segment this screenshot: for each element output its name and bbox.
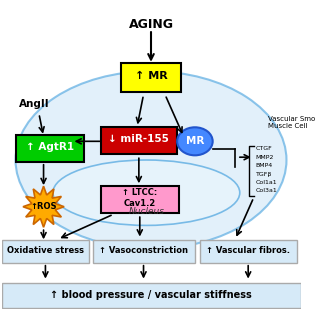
FancyBboxPatch shape	[16, 135, 84, 162]
Text: ↑ MR: ↑ MR	[135, 71, 167, 81]
Text: MR: MR	[186, 136, 204, 146]
Text: ↑ blood pressure / vascular stiffness: ↑ blood pressure / vascular stiffness	[50, 290, 252, 300]
FancyBboxPatch shape	[100, 127, 177, 154]
Ellipse shape	[16, 71, 286, 249]
Text: TGFβ: TGFβ	[256, 172, 272, 177]
Polygon shape	[23, 186, 64, 227]
Ellipse shape	[53, 160, 240, 225]
Text: ↑ AgtR1: ↑ AgtR1	[26, 142, 74, 152]
Text: ↑ Vasoconstriction: ↑ Vasoconstriction	[99, 246, 188, 255]
Text: ↓ miR-155: ↓ miR-155	[108, 134, 169, 144]
Text: ↑ Vascular fibros.: ↑ Vascular fibros.	[206, 246, 290, 255]
FancyBboxPatch shape	[93, 240, 195, 263]
Text: AngII: AngII	[19, 99, 50, 109]
Text: Vascular Smo
Muscle Cell: Vascular Smo Muscle Cell	[268, 116, 315, 129]
Text: BMP4: BMP4	[256, 163, 273, 168]
FancyBboxPatch shape	[121, 63, 181, 92]
Text: MMP2: MMP2	[256, 155, 274, 160]
Text: Col3a1: Col3a1	[256, 188, 277, 193]
FancyBboxPatch shape	[2, 240, 89, 263]
Text: ↑ LTCC:
Cav1.2: ↑ LTCC: Cav1.2	[122, 188, 157, 208]
FancyBboxPatch shape	[200, 240, 297, 263]
Text: AGING: AGING	[129, 18, 173, 31]
Ellipse shape	[177, 127, 213, 155]
Text: Col1a1: Col1a1	[256, 180, 277, 185]
Text: Oxidative stress: Oxidative stress	[7, 246, 84, 255]
Text: CTGF: CTGF	[256, 146, 272, 151]
FancyBboxPatch shape	[100, 186, 179, 213]
Text: ↑ROS: ↑ROS	[30, 202, 57, 211]
Text: Nucleus: Nucleus	[128, 207, 164, 216]
FancyBboxPatch shape	[2, 283, 300, 308]
